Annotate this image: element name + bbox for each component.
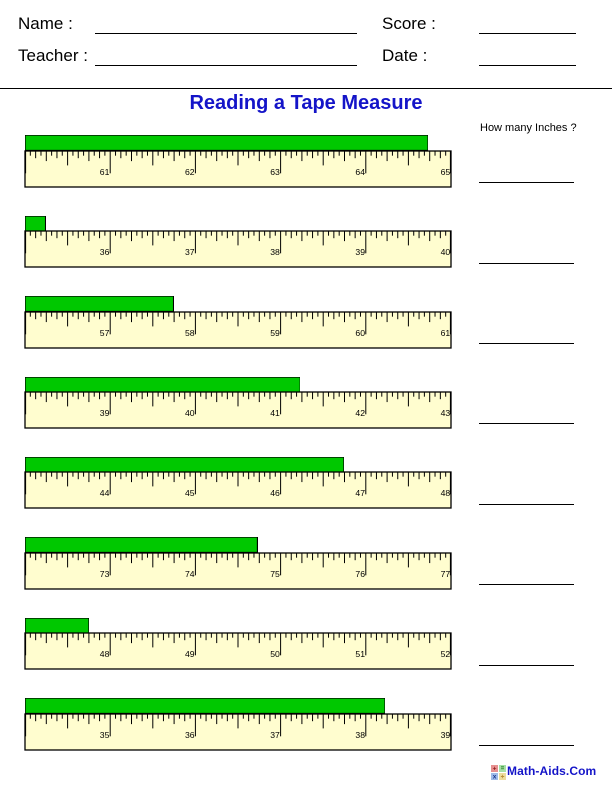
svg-text:40: 40 — [441, 247, 451, 257]
svg-text:35: 35 — [100, 729, 110, 739]
svg-text:39: 39 — [100, 408, 110, 418]
svg-text:50: 50 — [270, 649, 280, 659]
svg-text:39: 39 — [355, 247, 365, 257]
svg-text:+: + — [493, 766, 497, 773]
svg-text:73: 73 — [100, 569, 110, 579]
svg-text:38: 38 — [270, 247, 280, 257]
svg-text:65: 65 — [441, 167, 451, 177]
svg-text:x: x — [493, 774, 497, 780]
svg-text:57: 57 — [100, 327, 110, 337]
svg-text:75: 75 — [270, 569, 280, 579]
svg-text:51: 51 — [355, 649, 365, 659]
svg-text:61: 61 — [100, 167, 110, 177]
svg-text:76: 76 — [355, 569, 365, 579]
svg-text:77: 77 — [441, 569, 451, 579]
svg-text:39: 39 — [441, 729, 451, 739]
svg-text:46: 46 — [270, 488, 280, 498]
svg-text:58: 58 — [185, 327, 195, 337]
svg-text:37: 37 — [270, 729, 280, 739]
svg-text:59: 59 — [270, 327, 280, 337]
svg-text:62: 62 — [185, 167, 195, 177]
svg-text:37: 37 — [185, 247, 195, 257]
svg-text:52: 52 — [441, 649, 451, 659]
svg-text:42: 42 — [355, 408, 365, 418]
svg-text:63: 63 — [270, 167, 280, 177]
svg-text:61: 61 — [441, 327, 451, 337]
svg-text:36: 36 — [185, 729, 195, 739]
svg-text:=: = — [501, 766, 505, 772]
svg-text:64: 64 — [355, 167, 365, 177]
svg-text:47: 47 — [355, 488, 365, 498]
svg-text:60: 60 — [355, 327, 365, 337]
svg-text:41: 41 — [270, 408, 280, 418]
svg-text:74: 74 — [185, 569, 195, 579]
svg-text:43: 43 — [441, 408, 451, 418]
svg-text:49: 49 — [185, 649, 195, 659]
svg-text:48: 48 — [441, 488, 451, 498]
svg-text:45: 45 — [185, 488, 195, 498]
svg-text:38: 38 — [355, 729, 365, 739]
svg-text:÷: ÷ — [501, 773, 505, 780]
svg-text:40: 40 — [185, 408, 195, 418]
svg-text:44: 44 — [100, 488, 110, 498]
svg-text:36: 36 — [100, 247, 110, 257]
svg-text:48: 48 — [100, 649, 110, 659]
